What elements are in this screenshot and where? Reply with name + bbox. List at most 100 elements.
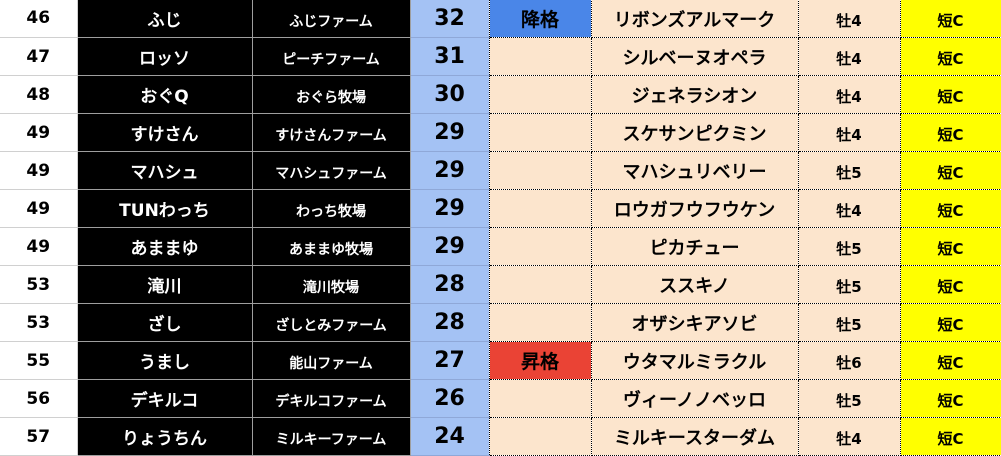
horse-name-cell[interactable]: シルベーヌオペラ xyxy=(590,37,799,76)
horse-name-cell[interactable]: ウタマルミラクル xyxy=(590,341,799,380)
horse-name-cell[interactable]: ジェネラシオン xyxy=(590,75,799,114)
sex-age-cell[interactable]: 牡4 xyxy=(797,0,901,38)
horse-name-cell[interactable]: ミルキースターダム xyxy=(590,417,799,456)
rank-cell[interactable]: 49 xyxy=(0,189,78,228)
farm-name-cell[interactable]: すけさんファーム xyxy=(251,113,411,152)
class-cell[interactable]: 短C xyxy=(899,417,1001,456)
sex-age-cell[interactable]: 牡5 xyxy=(797,265,901,304)
sex-age-cell[interactable]: 牡4 xyxy=(797,75,901,114)
horse-name-cell[interactable]: ススキノ xyxy=(590,265,799,304)
table-row: 46 ふじ ふじファーム 32 降格 リボンズアルマーク 牡4 短C xyxy=(0,0,1001,38)
sex-age-cell[interactable]: 牡5 xyxy=(797,379,901,418)
sex-age-cell[interactable]: 牡4 xyxy=(797,37,901,76)
status-badge[interactable]: 降格 xyxy=(488,0,592,38)
farm-name-cell[interactable]: おぐら牧場 xyxy=(251,75,411,114)
class-cell[interactable]: 短C xyxy=(899,75,1001,114)
sex-age-cell[interactable]: 牡5 xyxy=(797,227,901,266)
table-row: 49 すけさん すけさんファーム 29 スケサンピクミン 牡4 短C xyxy=(0,113,1001,152)
status-badge[interactable] xyxy=(488,379,592,418)
farm-name-cell[interactable]: 能山ファーム xyxy=(251,341,411,380)
status-badge[interactable] xyxy=(488,417,592,456)
score-cell[interactable]: 28 xyxy=(410,303,489,342)
status-badge[interactable] xyxy=(488,303,592,342)
class-cell[interactable]: 短C xyxy=(899,379,1001,418)
rank-cell[interactable]: 55 xyxy=(0,341,78,380)
class-cell[interactable]: 短C xyxy=(899,37,1001,76)
sex-age-cell[interactable]: 牡5 xyxy=(797,151,901,190)
score-cell[interactable]: 29 xyxy=(410,227,489,266)
class-cell[interactable]: 短C xyxy=(899,189,1001,228)
farm-name-cell[interactable]: ピーチファーム xyxy=(251,37,411,76)
owner-name-cell[interactable]: あままゆ xyxy=(76,227,253,266)
owner-name-cell[interactable]: ざし xyxy=(76,303,253,342)
score-cell[interactable]: 26 xyxy=(410,379,489,418)
horse-name-cell[interactable]: オザシキアソビ xyxy=(590,303,799,342)
rank-cell[interactable]: 46 xyxy=(0,0,78,38)
horse-name-cell[interactable]: スケサンピクミン xyxy=(590,113,799,152)
sex-age-cell[interactable]: 牡4 xyxy=(797,189,901,228)
owner-name-cell[interactable]: りょうちん xyxy=(76,417,253,456)
farm-name-cell[interactable]: わっち牧場 xyxy=(251,189,411,228)
rank-cell[interactable]: 49 xyxy=(0,113,78,152)
owner-name-cell[interactable]: ふじ xyxy=(76,0,253,38)
owner-name-cell[interactable]: TUNわっち xyxy=(76,189,253,228)
owner-name-cell[interactable]: マハシュ xyxy=(76,151,253,190)
class-cell[interactable]: 短C xyxy=(899,265,1001,304)
score-cell[interactable]: 29 xyxy=(410,113,489,152)
rank-cell[interactable]: 49 xyxy=(0,151,78,190)
horse-name-cell[interactable]: ピカチュー xyxy=(590,227,799,266)
farm-name-cell[interactable]: ざしとみファーム xyxy=(251,303,411,342)
sex-age-cell[interactable]: 牡4 xyxy=(797,113,901,152)
owner-name-cell[interactable]: ロッソ xyxy=(76,37,253,76)
rank-cell[interactable]: 57 xyxy=(0,417,78,456)
owner-name-cell[interactable]: 滝川 xyxy=(76,265,253,304)
status-badge[interactable] xyxy=(488,227,592,266)
rank-cell[interactable]: 56 xyxy=(0,379,78,418)
sex-age-cell[interactable]: 牡6 xyxy=(797,341,901,380)
farm-name-cell[interactable]: あままゆ牧場 xyxy=(251,227,411,266)
status-badge[interactable]: 昇格 xyxy=(488,341,592,380)
status-badge[interactable] xyxy=(488,113,592,152)
owner-name-cell[interactable]: デキルコ xyxy=(76,379,253,418)
farm-name-cell[interactable]: デキルコファーム xyxy=(251,379,411,418)
score-cell[interactable]: 24 xyxy=(410,417,489,456)
class-cell[interactable]: 短C xyxy=(899,341,1001,380)
table-row: 57 りょうちん ミルキーファーム 24 ミルキースターダム 牡4 短C xyxy=(0,417,1001,456)
rank-cell[interactable]: 49 xyxy=(0,227,78,266)
sex-age-cell[interactable]: 牡5 xyxy=(797,303,901,342)
score-cell[interactable]: 31 xyxy=(410,37,489,76)
owner-name-cell[interactable]: すけさん xyxy=(76,113,253,152)
horse-name-cell[interactable]: マハシュリベリー xyxy=(590,151,799,190)
score-cell[interactable]: 27 xyxy=(410,341,489,380)
class-cell[interactable]: 短C xyxy=(899,0,1001,38)
score-cell[interactable]: 30 xyxy=(410,75,489,114)
farm-name-cell[interactable]: ふじファーム xyxy=(251,0,411,38)
score-cell[interactable]: 28 xyxy=(410,265,489,304)
status-badge[interactable] xyxy=(488,151,592,190)
rank-cell[interactable]: 53 xyxy=(0,303,78,342)
class-cell[interactable]: 短C xyxy=(899,113,1001,152)
owner-name-cell[interactable]: うまし xyxy=(76,341,253,380)
table-row: 47 ロッソ ピーチファーム 31 シルベーヌオペラ 牡4 短C xyxy=(0,37,1001,76)
rank-cell[interactable]: 47 xyxy=(0,37,78,76)
score-cell[interactable]: 29 xyxy=(410,151,489,190)
score-cell[interactable]: 29 xyxy=(410,189,489,228)
sex-age-cell[interactable]: 牡4 xyxy=(797,417,901,456)
status-badge[interactable] xyxy=(488,37,592,76)
rank-cell[interactable]: 53 xyxy=(0,265,78,304)
class-cell[interactable]: 短C xyxy=(899,303,1001,342)
class-cell[interactable]: 短C xyxy=(899,227,1001,266)
score-cell[interactable]: 32 xyxy=(410,0,489,38)
status-badge[interactable] xyxy=(488,189,592,228)
status-badge[interactable] xyxy=(488,265,592,304)
farm-name-cell[interactable]: 滝川牧場 xyxy=(251,265,411,304)
horse-name-cell[interactable]: ヴィーノノベッロ xyxy=(590,379,799,418)
rank-cell[interactable]: 48 xyxy=(0,75,78,114)
horse-name-cell[interactable]: ロウガフウフウケン xyxy=(590,189,799,228)
class-cell[interactable]: 短C xyxy=(899,151,1001,190)
status-badge[interactable] xyxy=(488,75,592,114)
owner-name-cell[interactable]: おぐQ xyxy=(76,75,253,114)
horse-name-cell[interactable]: リボンズアルマーク xyxy=(590,0,799,38)
farm-name-cell[interactable]: マハシュファーム xyxy=(251,151,411,190)
farm-name-cell[interactable]: ミルキーファーム xyxy=(251,417,411,456)
